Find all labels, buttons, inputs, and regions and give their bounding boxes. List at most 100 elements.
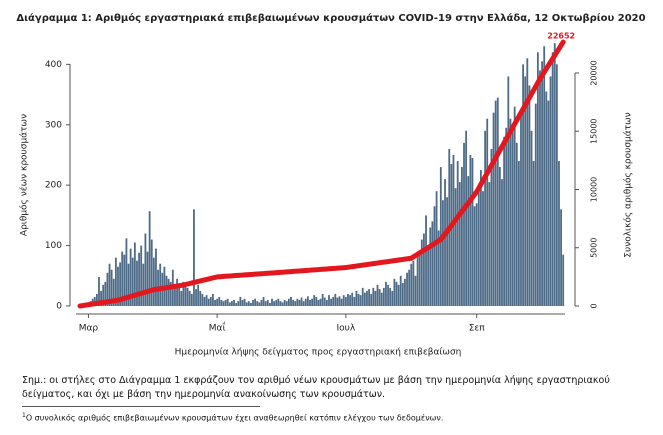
bar [355,290,358,306]
bar [174,284,176,306]
bar [458,182,461,306]
bar [222,301,225,306]
bar [361,287,364,306]
bar [182,281,185,306]
bar [463,142,465,306]
bar [123,254,126,306]
bar [319,298,322,306]
bar [374,290,377,306]
bar [102,284,105,306]
bar [536,52,539,306]
bar [315,296,318,306]
bar [121,251,124,306]
bar [372,287,375,306]
bar [406,272,408,306]
bar [420,239,423,306]
bar [418,251,421,306]
bar [558,161,560,306]
bar [507,76,510,307]
bar [119,262,121,306]
bar [376,284,379,306]
bar [562,254,565,306]
bar [433,206,436,306]
bar [302,301,305,306]
bar [224,299,227,306]
bar [553,43,556,306]
bar [442,200,444,306]
bar [496,97,499,306]
bar [144,233,147,306]
bar [250,302,252,306]
bar [446,197,449,306]
bar [133,242,136,306]
bar [277,298,280,306]
bar [117,266,119,306]
bar [275,299,278,306]
bar [287,298,290,306]
bar [98,277,100,306]
bar [214,299,216,306]
bar [323,297,326,306]
bar [492,112,495,307]
bar [503,136,506,306]
bar [404,278,406,306]
bar [165,275,168,306]
bar [247,301,250,306]
footnote-marker: 1 [22,412,26,419]
bar [100,290,102,306]
bar [380,292,383,306]
bar [513,106,516,306]
bar [391,290,394,306]
bar [431,221,434,306]
bar [262,296,265,306]
bar [387,284,389,306]
bar [330,298,332,306]
bar [467,176,470,306]
bar [480,170,482,306]
bar [138,252,140,306]
bar [465,130,468,306]
bar [336,297,339,306]
bar [176,278,178,306]
bar [395,281,398,306]
x-tick-label: Μαρ [79,324,99,334]
bar [486,118,489,306]
bar [231,301,233,306]
bar [201,293,204,306]
bar [454,188,457,306]
bar [555,64,558,306]
y2-tick-label: 0 [590,303,599,308]
bar [511,130,514,306]
bar [321,293,324,306]
bar [522,64,524,306]
bar [498,167,501,306]
bar [306,296,309,306]
bar [368,289,370,306]
bar [505,127,508,306]
bar [199,290,202,306]
bar [501,179,503,306]
bar [408,269,411,306]
bar [490,148,493,306]
bar [304,298,307,306]
bar [389,287,392,306]
bar [524,76,527,307]
footnote-text: Ο συνολικός αριθμός επιβεβαιωμένων κρουσ… [25,413,444,423]
bar [203,296,206,306]
bar [243,298,246,306]
bar [169,281,172,306]
bar [300,297,303,306]
bar [344,296,347,306]
bar [332,296,335,306]
bar [437,230,440,306]
bar [366,290,368,306]
bar [292,299,295,306]
bar [271,298,273,306]
bar [526,58,529,306]
bar [254,298,257,306]
y2-tick-label: 20000 [590,60,599,85]
bar [425,215,427,306]
bar [285,301,288,306]
y2-tick-label: 10000 [590,177,599,202]
bar [412,260,415,306]
